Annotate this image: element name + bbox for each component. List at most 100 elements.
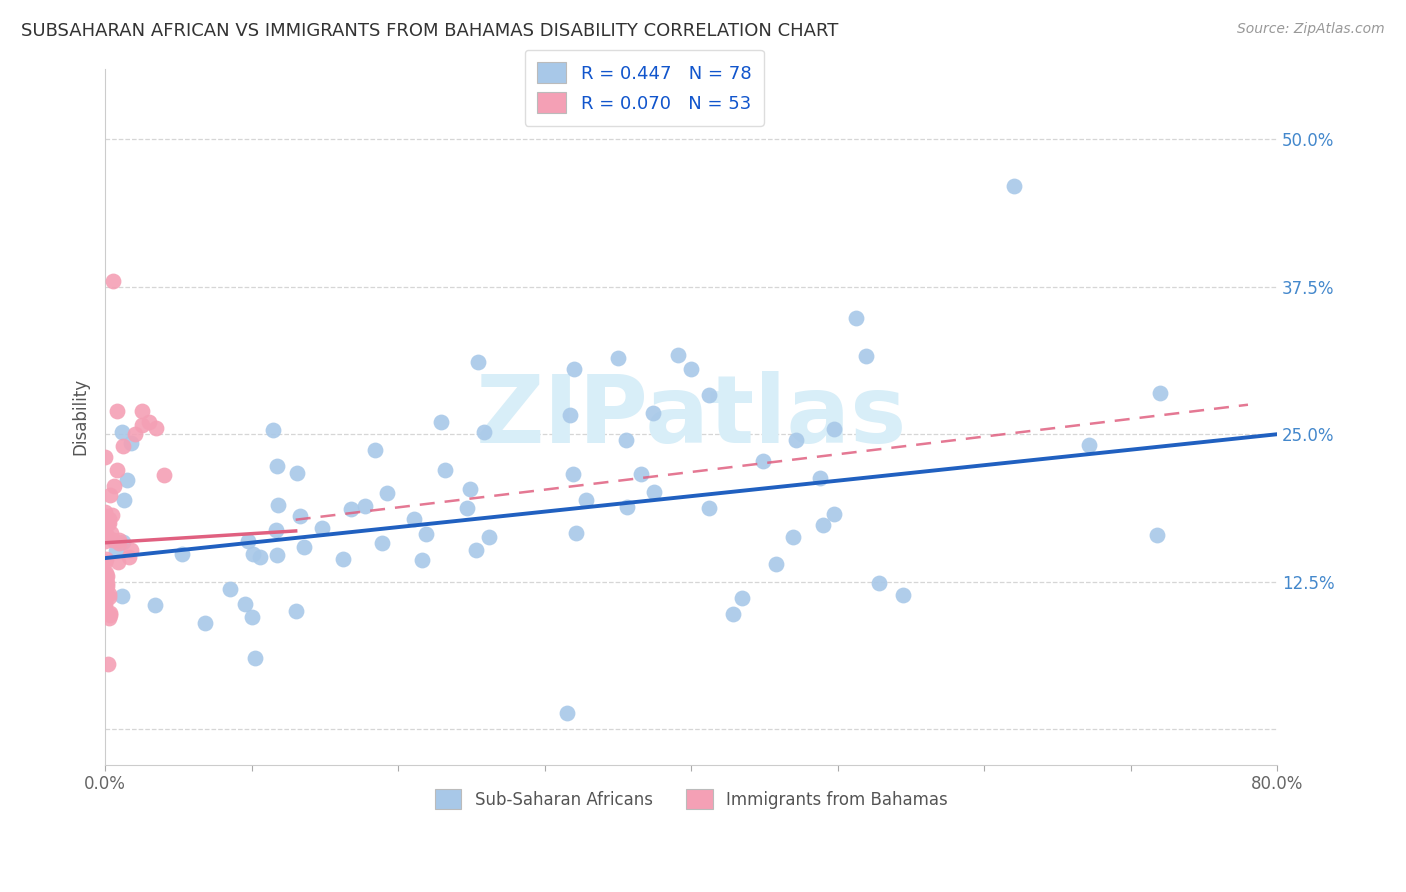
- Point: [891, 588, 914, 602]
- Point: [1002, 179, 1025, 194]
- Point: [288, 509, 311, 524]
- Point: [94, 533, 117, 548]
- Point: [94, 573, 117, 587]
- Point: [105, 403, 128, 417]
- Point: [138, 416, 160, 430]
- Point: [311, 521, 333, 535]
- Point: [565, 525, 588, 540]
- Point: [474, 425, 496, 439]
- Point: [117, 549, 139, 564]
- Point: [97, 516, 120, 530]
- Point: [364, 443, 387, 458]
- Point: [249, 549, 271, 564]
- Point: [415, 526, 437, 541]
- Point: [285, 466, 308, 480]
- Point: [236, 533, 259, 548]
- Point: [697, 388, 720, 402]
- Point: [115, 473, 138, 487]
- Point: [751, 454, 773, 468]
- Point: [96, 579, 118, 593]
- Point: [96, 576, 118, 591]
- Point: [811, 518, 834, 533]
- Point: [120, 436, 142, 450]
- Point: [375, 485, 398, 500]
- Point: [104, 544, 127, 558]
- Point: [456, 501, 478, 516]
- Point: [292, 540, 315, 554]
- Point: [332, 552, 354, 566]
- Point: [108, 536, 131, 550]
- Point: [1146, 527, 1168, 541]
- Point: [267, 498, 290, 512]
- Point: [402, 512, 425, 526]
- Point: [98, 606, 121, 620]
- Point: [266, 548, 288, 562]
- Point: [94, 598, 117, 612]
- Point: [562, 362, 585, 376]
- Point: [1078, 438, 1101, 452]
- Text: SUBSAHARAN AFRICAN VS IMMIGRANTS FROM BAHAMAS DISABILITY CORRELATION CHART: SUBSAHARAN AFRICAN VS IMMIGRANTS FROM BA…: [21, 22, 838, 40]
- Point: [120, 543, 142, 558]
- Point: [97, 512, 120, 526]
- Point: [681, 362, 703, 376]
- Point: [697, 500, 720, 515]
- Point: [242, 547, 264, 561]
- Point: [98, 591, 121, 605]
- Point: [616, 433, 638, 447]
- Point: [782, 530, 804, 544]
- Point: [108, 533, 131, 548]
- Point: [131, 418, 153, 433]
- Point: [434, 463, 457, 477]
- Point: [354, 499, 377, 513]
- Point: [371, 536, 394, 550]
- Point: [643, 484, 665, 499]
- Point: [107, 556, 129, 570]
- Text: ZIPatlas: ZIPatlas: [475, 370, 907, 463]
- Point: [868, 575, 890, 590]
- Point: [97, 587, 120, 601]
- Point: [111, 535, 134, 549]
- Point: [765, 557, 787, 571]
- Point: [240, 610, 263, 624]
- Text: Source: ZipAtlas.com: Source: ZipAtlas.com: [1237, 22, 1385, 37]
- Point: [143, 599, 166, 613]
- Point: [111, 589, 134, 603]
- Point: [98, 488, 121, 502]
- Point: [94, 528, 117, 542]
- Point: [562, 467, 585, 481]
- Point: [111, 425, 134, 439]
- Point: [607, 351, 630, 365]
- Point: [94, 602, 117, 616]
- Point: [96, 568, 118, 582]
- Point: [558, 409, 581, 423]
- Legend: Sub-Saharan Africans, Immigrants from Bahamas: Sub-Saharan Africans, Immigrants from Ba…: [427, 783, 955, 815]
- Point: [555, 706, 578, 720]
- Point: [103, 479, 125, 493]
- Point: [643, 406, 665, 420]
- Point: [233, 597, 256, 611]
- Point: [94, 506, 117, 520]
- Point: [94, 569, 117, 583]
- Point: [94, 450, 117, 465]
- Point: [266, 458, 288, 473]
- Point: [264, 523, 287, 537]
- Point: [94, 590, 117, 604]
- Point: [723, 607, 745, 621]
- Point: [94, 514, 117, 528]
- Point: [243, 650, 266, 665]
- Point: [411, 552, 433, 566]
- Point: [105, 463, 128, 477]
- Point: [96, 529, 118, 543]
- Point: [340, 501, 363, 516]
- Y-axis label: Disability: Disability: [72, 378, 89, 455]
- Point: [94, 579, 117, 593]
- Point: [170, 547, 193, 561]
- Point: [100, 526, 122, 541]
- Point: [467, 355, 489, 369]
- Point: [1149, 385, 1171, 400]
- Point: [666, 347, 689, 361]
- Point: [478, 530, 501, 544]
- Point: [98, 607, 121, 622]
- Point: [97, 657, 120, 671]
- Point: [97, 516, 120, 530]
